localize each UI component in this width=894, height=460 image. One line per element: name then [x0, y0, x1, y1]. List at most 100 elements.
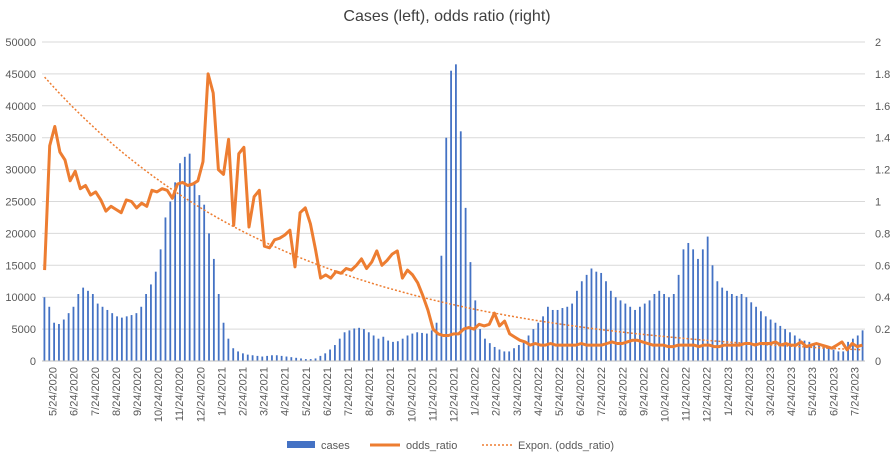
- trendline-expon: [44, 76, 863, 351]
- bar-cases: [672, 294, 675, 361]
- legend-swatch-cases: [287, 441, 315, 448]
- bar-cases: [624, 303, 627, 361]
- bar-cases: [600, 272, 603, 361]
- bar-cases: [488, 343, 491, 361]
- bar-cases: [822, 346, 825, 361]
- bar-cases: [183, 156, 186, 361]
- bar-cases: [440, 255, 443, 361]
- bar-cases: [372, 335, 375, 361]
- bar-cases: [508, 351, 511, 361]
- bar-cases: [653, 294, 656, 361]
- bar-cases: [856, 335, 859, 361]
- bar-cases: [275, 355, 278, 361]
- bar-cases: [150, 284, 152, 361]
- x-tick-label: 1/24/2023: [723, 367, 735, 416]
- y-left-tick-label: 20000: [5, 228, 36, 240]
- y-right-tick-label: 0: [875, 356, 881, 368]
- bar-cases: [154, 271, 157, 361]
- x-tick-label: 8/24/2021: [364, 367, 376, 416]
- bar-cases: [232, 348, 235, 361]
- x-tick-label: 5/24/2021: [301, 367, 313, 416]
- legend-label-odds-ratio: odds_ratio: [406, 440, 457, 452]
- bar-cases: [396, 341, 399, 361]
- bar-cases: [125, 316, 128, 361]
- bar-cases: [329, 349, 331, 361]
- bar-cases: [459, 131, 462, 361]
- bar-cases: [333, 345, 336, 361]
- bar-cases: [130, 315, 133, 361]
- bar-cases: [421, 332, 423, 361]
- x-tick-label: 3/24/2022: [512, 367, 524, 416]
- y-right-tick-label: 1.8: [875, 69, 890, 81]
- bar-cases: [556, 309, 559, 361]
- bar-cases: [808, 341, 811, 361]
- bar-cases: [140, 306, 143, 361]
- x-tick-label: 12/24/2022: [702, 367, 714, 422]
- bar-cases: [682, 249, 685, 361]
- bar-cases: [692, 249, 695, 361]
- bar-cases: [242, 353, 244, 361]
- bar-cases: [561, 308, 564, 361]
- x-tick-label: 2/24/2023: [744, 367, 756, 416]
- bar-cases: [861, 330, 864, 361]
- bar-cases: [469, 262, 472, 361]
- x-tick-label: 12/24/2021: [449, 367, 461, 422]
- bar-cases: [697, 258, 699, 361]
- bar-cases: [740, 294, 743, 361]
- y-right-tick-label: 0.4: [875, 292, 890, 304]
- x-tick-label: 3/24/2021: [259, 367, 271, 416]
- y-left-tick-label: 35000: [5, 133, 36, 145]
- bar-cases: [493, 346, 496, 361]
- bar-cases: [251, 355, 254, 361]
- bar-cases: [711, 265, 714, 361]
- x-tick-label: 5/24/2022: [554, 367, 566, 416]
- x-tick-label: 11/24/2022: [681, 367, 693, 421]
- bar-cases: [803, 340, 806, 361]
- x-tick-label: 1/24/2022: [470, 367, 482, 416]
- y-left-tick-label: 0: [30, 356, 36, 368]
- bar-cases: [227, 338, 230, 361]
- bar-cases: [547, 306, 549, 361]
- y-left-tick-label: 50000: [5, 37, 36, 49]
- bar-cases: [82, 287, 85, 361]
- bar-cases: [735, 295, 738, 361]
- bar-cases: [392, 341, 394, 361]
- bar-cases: [842, 351, 845, 361]
- y-right-tick-label: 0.6: [875, 260, 890, 272]
- x-tick-label: 5/24/2020: [48, 367, 60, 416]
- x-tick-label: 2/24/2021: [238, 367, 250, 416]
- bar-cases: [484, 338, 486, 361]
- x-tick-label: 6/24/2022: [575, 367, 587, 416]
- bar-cases: [605, 281, 607, 361]
- bar-cases: [53, 322, 56, 361]
- bar-cases: [106, 309, 109, 361]
- x-tick-label: 5/24/2023: [807, 367, 819, 416]
- bar-cases: [837, 351, 840, 361]
- bar-cases: [474, 300, 477, 361]
- bar-cases: [726, 290, 728, 361]
- bar-cases: [827, 348, 830, 361]
- bar-cases: [813, 343, 816, 361]
- bar-cases: [193, 182, 196, 361]
- bar-cases: [619, 300, 622, 361]
- y-left-tick-label: 30000: [5, 165, 36, 177]
- x-tick-label: 1/24/2021: [216, 367, 228, 416]
- bar-cases: [832, 349, 835, 361]
- bar-cases: [851, 338, 854, 361]
- bar-cases: [314, 358, 317, 361]
- x-tick-label: 7/24/2021: [343, 367, 355, 416]
- bar-cases: [179, 163, 181, 361]
- bar-cases: [62, 319, 65, 361]
- bar-cases: [120, 317, 123, 361]
- bar-cases: [445, 137, 448, 361]
- bar-cases: [338, 338, 341, 361]
- bar-cases: [551, 309, 554, 361]
- bar-cases: [643, 303, 646, 361]
- bar-cases: [687, 242, 690, 361]
- bar-cases: [648, 300, 651, 361]
- bar-cases: [101, 306, 104, 361]
- y-left-tick-label: 5000: [12, 324, 36, 336]
- bar-cases: [566, 306, 569, 361]
- y-left-tick-label: 45000: [5, 69, 36, 81]
